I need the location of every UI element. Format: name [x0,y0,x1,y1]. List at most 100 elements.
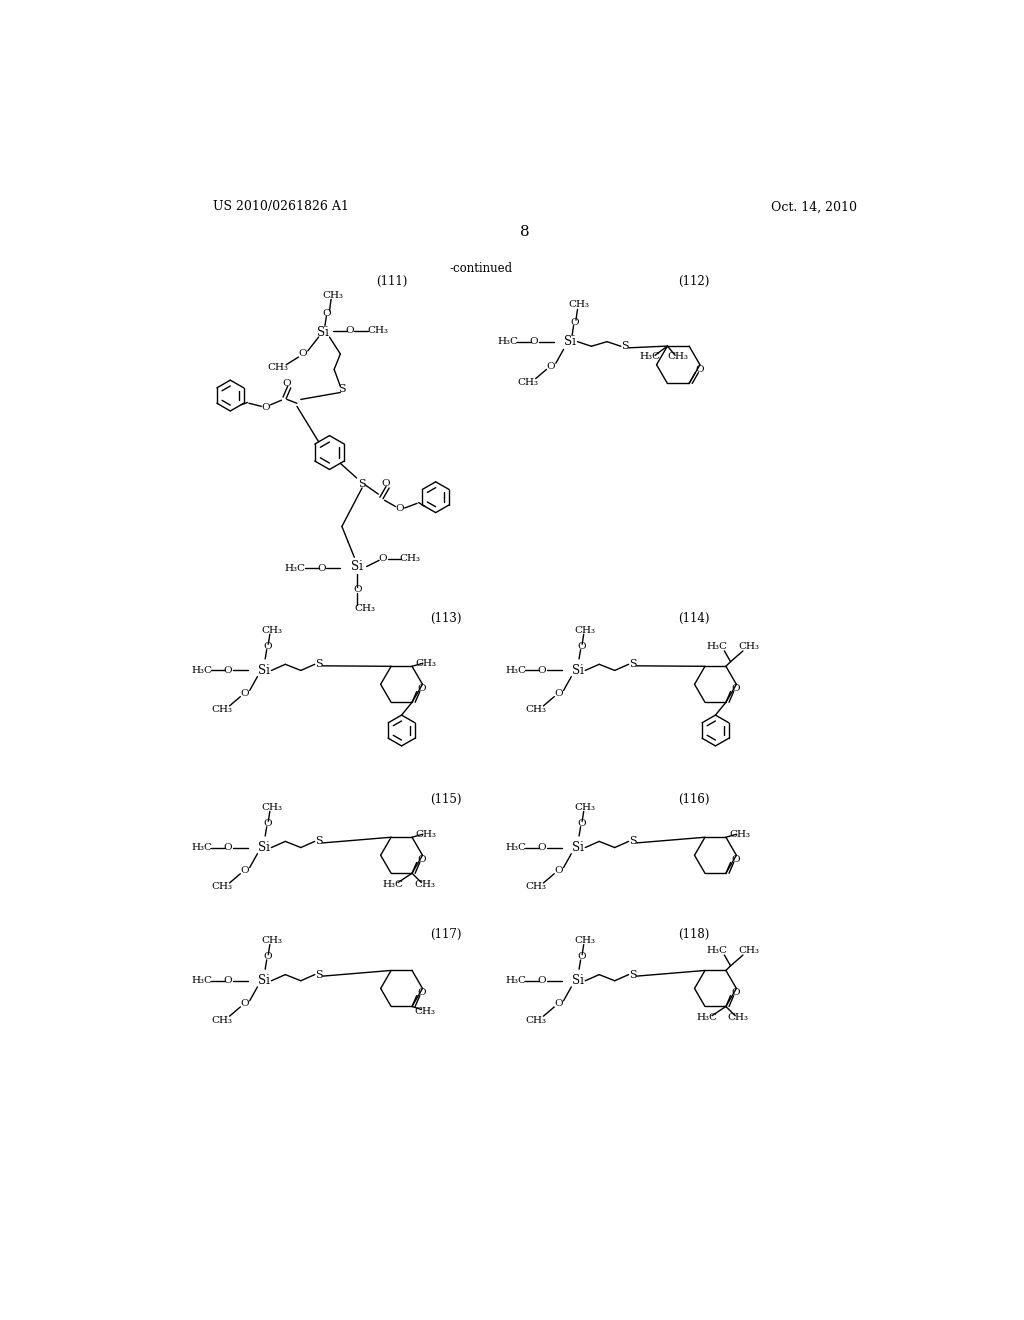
Text: O: O [538,667,546,675]
Text: H₃C: H₃C [285,564,306,573]
Text: O: O [223,977,232,985]
Text: Si: Si [571,664,584,677]
Text: CH₃: CH₃ [574,936,596,945]
Text: O: O [353,585,361,594]
Text: Si: Si [258,664,269,677]
Text: O: O [538,843,546,851]
Text: O: O [731,989,739,997]
Text: S: S [358,479,366,490]
Text: CH₃: CH₃ [211,882,232,891]
Text: O: O [547,362,555,371]
Text: O: O [538,977,546,985]
Text: 8: 8 [520,224,529,239]
Text: H₃C: H₃C [191,843,212,851]
Text: CH₃: CH₃ [414,1007,435,1015]
Text: H₃C: H₃C [498,337,518,346]
Text: O: O [555,866,563,875]
Text: CH₃: CH₃ [525,1015,546,1024]
Text: S: S [629,837,636,846]
Text: S: S [314,659,323,669]
Text: Si: Si [571,841,584,854]
Text: CH₃: CH₃ [367,326,388,335]
Text: CH₃: CH₃ [728,1012,749,1022]
Text: O: O [323,309,332,318]
Text: CH₃: CH₃ [574,626,596,635]
Text: Si: Si [258,974,269,987]
Text: (116): (116) [678,792,710,805]
Text: O: O [345,326,354,335]
Text: O: O [555,689,563,698]
Text: S: S [621,342,629,351]
Text: O: O [417,684,426,693]
Text: O: O [299,350,307,359]
Text: O: O [263,953,271,961]
Text: H₃C: H₃C [383,879,403,888]
Text: Si: Si [258,841,269,854]
Text: O: O [241,999,249,1008]
Text: CH₃: CH₃ [525,705,546,714]
Text: S: S [314,837,323,846]
Text: O: O [731,684,739,693]
Text: Si: Si [571,974,584,987]
Text: CH₃: CH₃ [261,803,282,812]
Text: (118): (118) [678,928,710,941]
Text: O: O [555,999,563,1008]
Text: CH₃: CH₃ [211,1015,232,1024]
Text: Oct. 14, 2010: Oct. 14, 2010 [771,201,857,214]
Text: CH₃: CH₃ [268,363,289,372]
Text: O: O [395,504,404,513]
Text: (115): (115) [430,792,462,805]
Text: Si: Si [351,560,364,573]
Text: S: S [314,970,323,979]
Text: CH₃: CH₃ [517,378,539,387]
Text: H₃C: H₃C [191,977,212,985]
Text: CH₃: CH₃ [574,803,596,812]
Text: CH₃: CH₃ [416,659,436,668]
Text: US 2010/0261826 A1: US 2010/0261826 A1 [213,201,349,214]
Text: H₃C: H₃C [696,1012,718,1022]
Text: O: O [578,953,586,961]
Text: CH₃: CH₃ [525,882,546,891]
Text: O: O [263,642,271,651]
Text: (113): (113) [430,612,462,626]
Text: H₃C: H₃C [505,667,526,675]
Text: O: O [417,989,426,997]
Text: Si: Si [317,326,330,339]
Text: CH₃: CH₃ [399,554,421,564]
Text: O: O [241,866,249,875]
Text: O: O [731,855,739,863]
Text: (112): (112) [678,275,710,288]
Text: CH₃: CH₃ [414,879,435,888]
Text: H₃C: H₃C [191,667,212,675]
Text: CH₃: CH₃ [668,352,689,362]
Text: CH₃: CH₃ [738,642,760,651]
Text: H₃C: H₃C [505,843,526,851]
Text: H₃C: H₃C [707,642,727,651]
Text: O: O [417,855,426,863]
Text: H₃C: H₃C [505,977,526,985]
Text: S: S [629,970,636,979]
Text: H₃C: H₃C [640,352,660,362]
Text: (114): (114) [678,612,710,626]
Text: Si: Si [564,335,575,348]
Text: O: O [241,689,249,698]
Text: S: S [629,659,636,669]
Text: -continued: -continued [450,261,513,275]
Text: O: O [578,642,586,651]
Text: O: O [283,379,291,388]
Text: O: O [263,820,271,828]
Text: CH₃: CH₃ [416,830,436,838]
Text: S: S [338,384,346,393]
Text: CH₃: CH₃ [323,290,343,300]
Text: CH₃: CH₃ [738,946,760,954]
Text: CH₃: CH₃ [261,626,282,635]
Text: CH₃: CH₃ [729,830,751,838]
Text: CH₃: CH₃ [354,605,376,614]
Text: CH₃: CH₃ [568,300,590,309]
Text: O: O [223,843,232,851]
Text: (111): (111) [376,275,408,288]
Text: O: O [379,554,387,564]
Text: O: O [529,337,539,346]
Text: O: O [262,403,270,412]
Text: (117): (117) [430,928,462,941]
